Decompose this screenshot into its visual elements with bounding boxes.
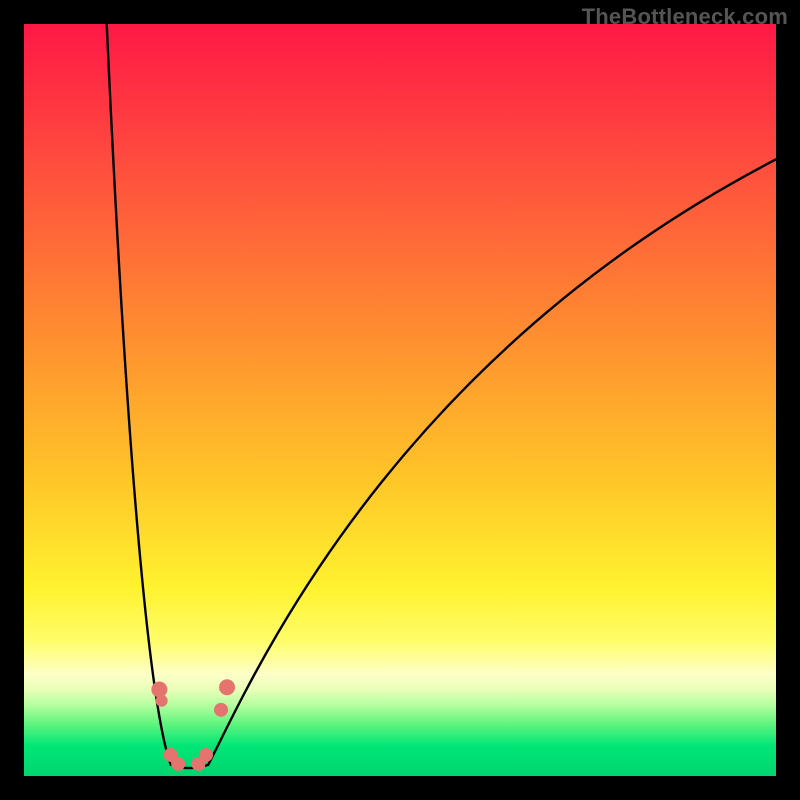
chart-root: TheBottleneck.com bbox=[0, 0, 800, 800]
chart-background bbox=[24, 24, 776, 776]
marker-point bbox=[171, 757, 185, 771]
marker-point bbox=[199, 748, 213, 762]
chart-svg bbox=[0, 0, 800, 800]
marker-point bbox=[214, 703, 228, 717]
marker-point bbox=[151, 682, 167, 698]
marker-point bbox=[219, 679, 235, 695]
marker-point bbox=[156, 695, 168, 707]
